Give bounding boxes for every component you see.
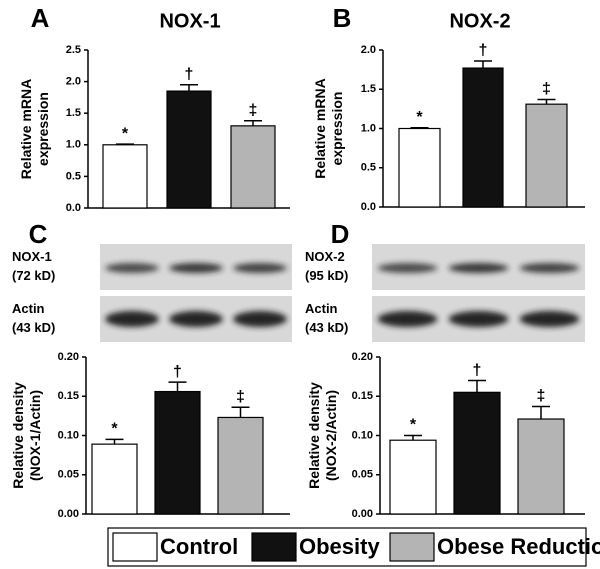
legend-label: Control [160,534,238,559]
y-axis-label: Relative density [306,382,322,489]
y-tick-label: 0.0 [361,201,376,213]
legend-swatch [251,532,297,562]
y-tick-label: 2.0 [361,44,376,56]
blot-label: NOX-1 [12,249,52,264]
blot-band [169,311,223,327]
bar [217,416,264,515]
y-tick-label: 0.10 [352,429,373,441]
panel-letter: B [333,3,352,33]
blot-band [448,263,509,273]
blot-label: Actin [12,301,45,316]
blot-band [519,263,580,273]
y-axis-label: Relative mRNA [312,78,328,178]
blot-label: Actin [305,301,338,316]
y-tick-label: 2.5 [66,44,81,56]
y-tick-label: 1.5 [66,107,81,119]
significance-marker: * [410,417,417,434]
legend-label: Obese Reduction [437,534,600,559]
y-tick-label: 0.15 [352,390,373,402]
significance-marker: ‡ [537,388,546,405]
bar [102,144,148,209]
y-tick-label: 2.0 [66,76,81,88]
significance-marker: ‡ [542,81,551,98]
blot-band [105,263,159,273]
significance-marker: † [185,66,194,83]
bar [398,127,441,208]
significance-marker: † [479,42,488,59]
legend-swatch [389,532,435,562]
y-tick-label: 0.5 [66,170,81,182]
significance-marker: ‡ [236,388,245,405]
blot-label: (43 kD) [305,320,348,335]
blot-band [519,311,580,327]
y-tick-label: 0.15 [58,390,79,402]
y-tick-label: 0.20 [58,351,79,363]
legend-label: Obesity [299,534,380,559]
legend-box [107,527,587,567]
y-axis-label: (NOX-1/Actin) [27,390,43,481]
blot-band [377,311,438,327]
significance-marker: * [111,421,118,438]
y-tick-label: 0.10 [58,429,79,441]
y-tick-label: 1.0 [66,139,81,151]
blot-band [233,311,287,327]
bar [525,103,568,208]
bar [453,391,501,515]
y-axis-label: expression [329,92,345,166]
blot-band [169,263,223,273]
blot-label: (72 kD) [12,268,55,283]
bar [230,125,276,209]
legend-swatch [112,532,158,562]
blot-band [105,311,159,327]
panel-letter: D [331,219,350,249]
chart-title: NOX-2 [449,10,510,32]
significance-marker: ‡ [249,102,258,119]
significance-marker: † [173,363,182,380]
bar [166,90,212,209]
y-tick-label: 0.0 [66,202,81,214]
y-tick-label: 0.5 [361,162,376,174]
y-axis-label: Relative density [10,382,26,489]
bar [462,67,504,208]
blot-label: NOX-2 [305,249,345,264]
chart-title: NOX-1 [159,10,220,32]
significance-marker: * [416,109,423,126]
blot-label: (95 kD) [305,268,348,283]
significance-marker: † [473,362,482,379]
y-tick-label: 0.05 [352,469,373,481]
y-tick-label: 1.5 [361,83,376,95]
bar [91,443,138,515]
bar [517,418,565,515]
y-axis-label: Relative mRNA [18,79,34,179]
blot-band [448,311,509,327]
y-tick-label: 0.00 [352,508,373,520]
y-tick-label: 0.05 [58,469,79,481]
bar [154,390,201,515]
y-tick-label: 0.00 [58,508,79,520]
y-tick-label: 1.0 [361,122,376,134]
blot-label: (43 kD) [12,320,55,335]
blot-band [377,263,438,273]
y-tick-label: 0.20 [352,351,373,363]
y-axis-label: expression [35,92,51,166]
bar [389,439,437,515]
panel-letter: A [31,3,50,33]
significance-marker: * [122,125,129,142]
panel-letter: C [29,219,48,249]
blot-band [233,263,287,273]
y-axis-label: (NOX-2/Actin) [323,390,339,481]
